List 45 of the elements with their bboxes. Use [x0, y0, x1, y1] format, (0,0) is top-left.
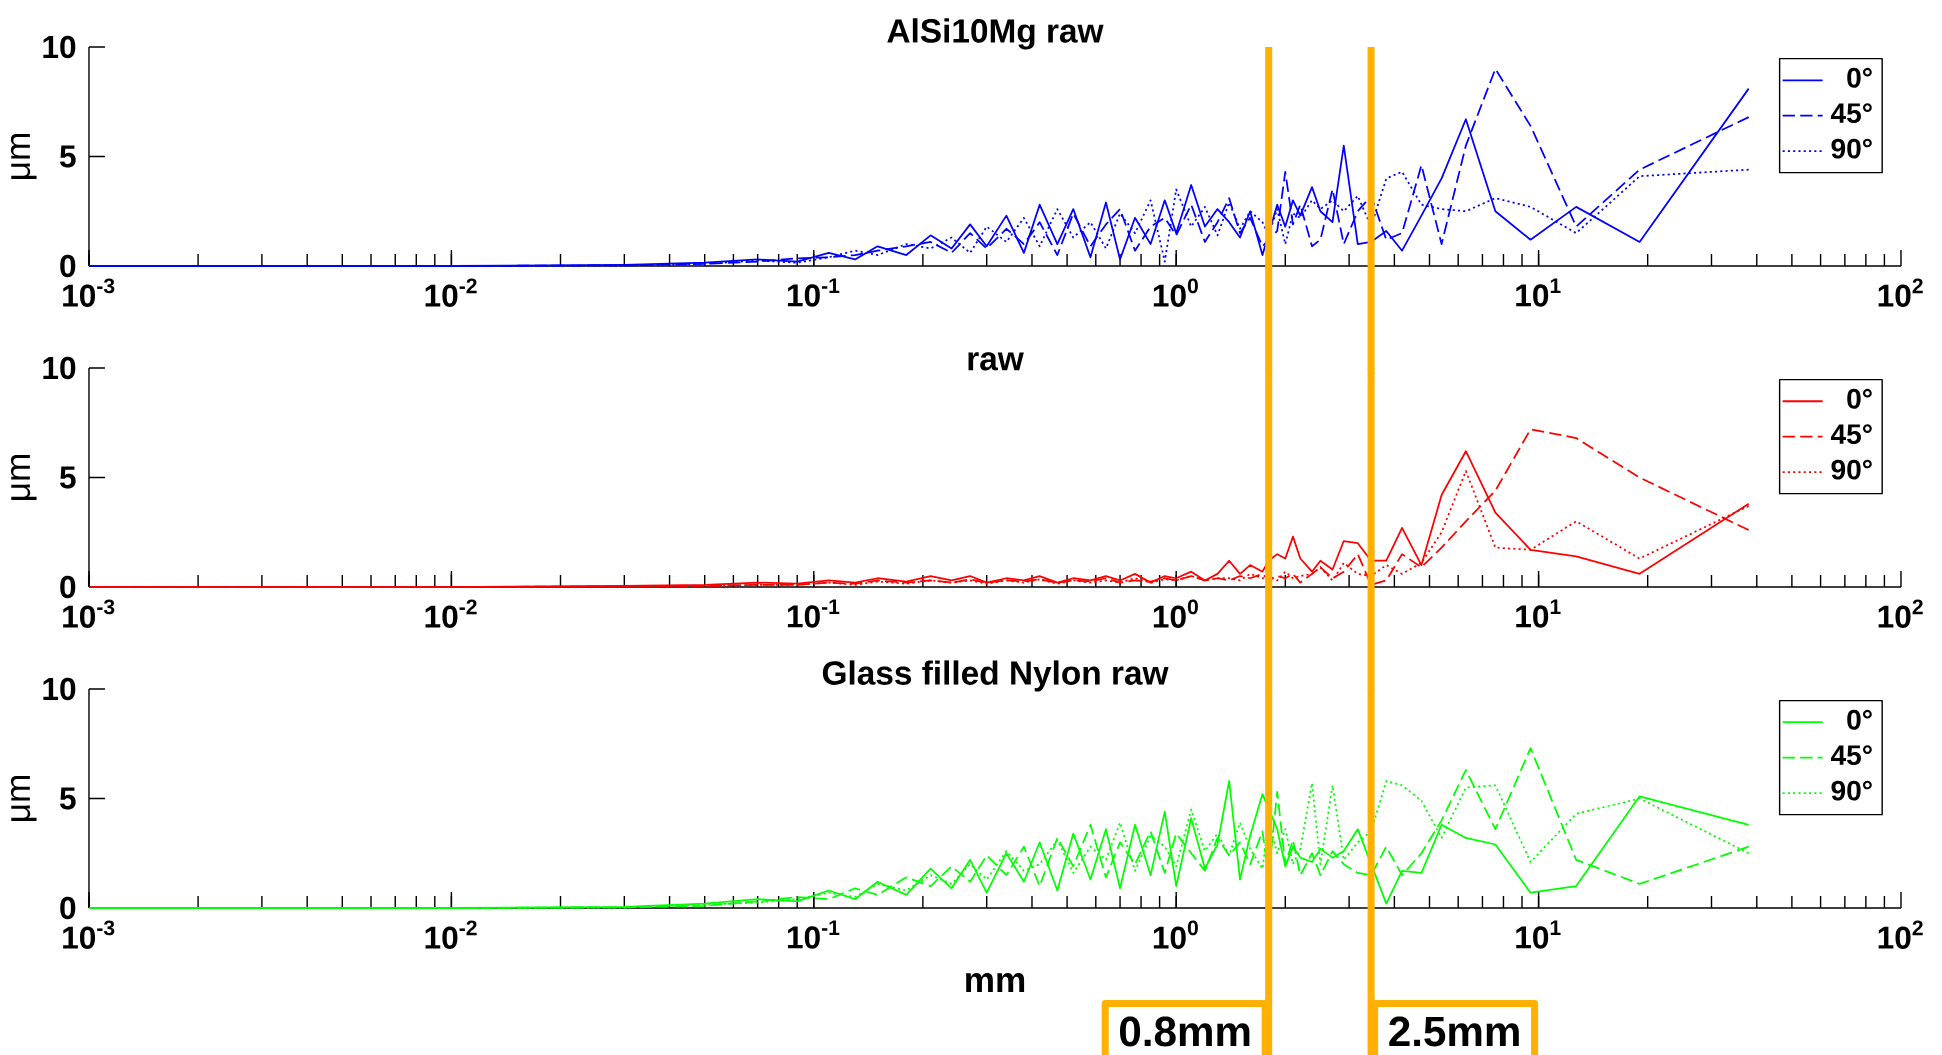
chart-title: AlSi10Mg raw: [887, 18, 1104, 50]
y-axis-title: μm: [10, 134, 37, 179]
x-tick-label: 10$^{0}$: [1153, 920, 1198, 949]
x-tick-label: 10$^{1}$: [1516, 278, 1561, 307]
x-tick-label: 10$^{-2}$: [425, 599, 477, 628]
y-tick-label: 0: [60, 896, 76, 920]
legend-label: 0°: [1847, 67, 1872, 88]
chart-title: raw: [968, 352, 1024, 371]
x-tick-label: 10$^{0}$: [1153, 599, 1198, 628]
y-tick-label: 5: [59, 145, 76, 168]
y-tick-label: 10: [43, 677, 76, 701]
legend-label: 90°: [1831, 780, 1872, 801]
y-tick-label: 10: [43, 356, 76, 380]
ref-line-label: 2.5mm: [1389, 1016, 1519, 1047]
x-tick-label: 10$^{-2}$: [425, 920, 477, 949]
ref-line-label: 0.8mm: [1120, 1016, 1250, 1047]
y-tick-label: 0: [60, 254, 76, 278]
x-tick-label: 10$^{1}$: [1516, 920, 1561, 949]
legend-label: 0°: [1847, 388, 1872, 409]
y-tick-label: 5: [59, 466, 76, 489]
legend-label: 45°: [1830, 103, 1872, 124]
x-tick-label: 10$^{-3}$: [63, 278, 115, 307]
x-axis-title: mm: [966, 972, 1025, 992]
x-tick-label: 10$^{2}$: [1878, 278, 1923, 307]
y-axis-title: μm: [10, 455, 37, 500]
legend-label: 90°: [1831, 459, 1872, 480]
x-tick-label: 10$^{-1}$: [787, 278, 840, 307]
legend-label: 0°: [1847, 709, 1872, 730]
x-tick-label: 10$^{2}$: [1878, 920, 1923, 949]
x-tick-label: 10$^{0}$: [1153, 278, 1198, 307]
x-tick-label: 10$^{-1}$: [787, 599, 840, 628]
x-tick-label: 10$^{1}$: [1516, 599, 1561, 628]
y-tick-label: 5: [59, 787, 76, 810]
y-tick-label: 10: [43, 35, 76, 59]
x-tick-label: 10$^{-3}$: [63, 599, 115, 628]
legend-label: 45°: [1830, 424, 1872, 445]
legend-label: 90°: [1831, 138, 1872, 159]
x-tick-label: 10$^{-3}$: [63, 920, 115, 949]
chart-title: Glass filled Nylon raw: [822, 660, 1169, 692]
legend-label: 45°: [1830, 745, 1872, 766]
x-tick-label: 10$^{2}$: [1878, 599, 1923, 628]
y-tick-label: 0: [60, 575, 76, 599]
x-tick-label: 10$^{-2}$: [425, 278, 477, 307]
y-axis-title: μm: [10, 776, 37, 821]
x-tick-label: 10$^{-1}$: [787, 920, 840, 949]
